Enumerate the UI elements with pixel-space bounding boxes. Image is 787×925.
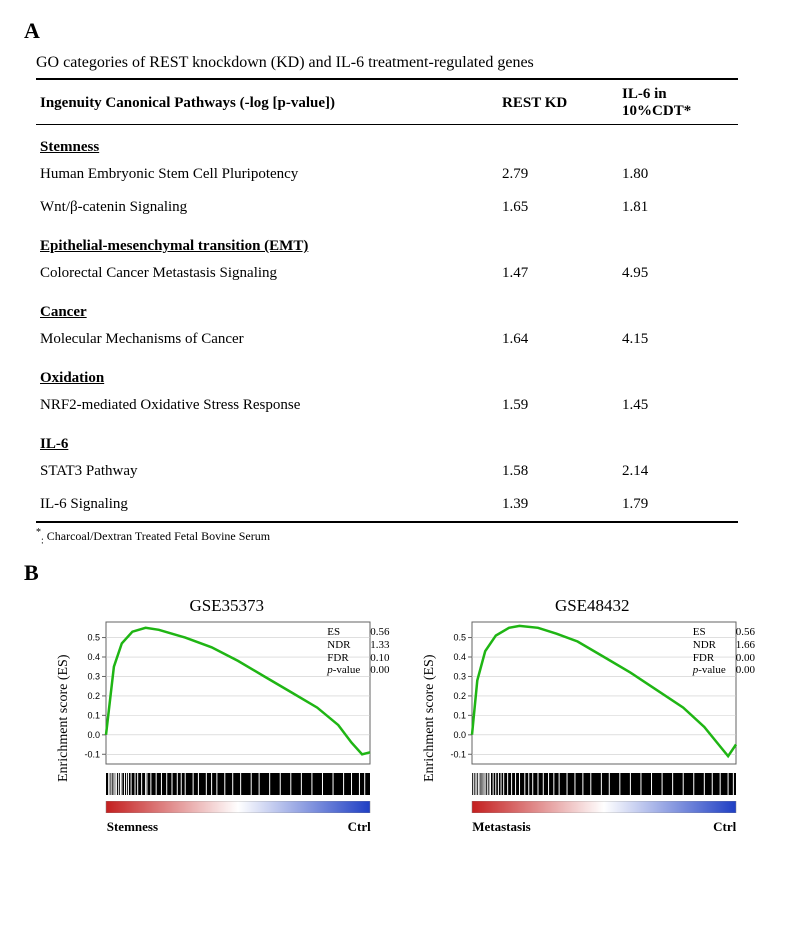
svg-text:-0.1: -0.1 [450, 750, 466, 760]
il6-value: 4.15 [618, 323, 738, 356]
col-header-restkd: REST KD [498, 79, 618, 125]
svg-text:0.0: 0.0 [87, 730, 100, 740]
il6-value: 1.45 [618, 389, 738, 422]
svg-text:0.3: 0.3 [453, 672, 466, 682]
gsea-chart: GSE48432 Enrichment score (ES) -0.1 0.0 0.1 0… [422, 596, 764, 835]
x-left-label: Stemness [107, 819, 158, 835]
x-right-label: Ctrl [713, 819, 736, 835]
rest-kd-value: 1.65 [498, 191, 618, 224]
plot-area: -0.1 0.0 0.1 0.2 0.3 0.4 0.5 ES0.56NDR1.33FDR0.… [76, 618, 398, 818]
panel-a-label: A [24, 18, 763, 44]
plot-area: -0.1 0.0 0.1 0.2 0.3 0.4 0.5 ES0.56NDR1.66FDR0.… [442, 618, 764, 818]
il6-value: 1.79 [618, 488, 738, 522]
chart-title: GSE35373 [189, 596, 264, 616]
svg-text:0.4: 0.4 [453, 652, 466, 662]
pathway-name: Wnt/β-catenin Signaling [36, 191, 498, 224]
pathway-name: Human Embryonic Stem Cell Pluripotency [36, 158, 498, 191]
category-header: Cancer [36, 290, 738, 323]
rest-kd-value: 1.58 [498, 455, 618, 488]
svg-text:0.1: 0.1 [87, 711, 100, 721]
pathway-name: NRF2-mediated Oxidative Stress Response [36, 389, 498, 422]
svg-text:0.4: 0.4 [87, 652, 100, 662]
stats-box: ES0.56NDR1.66FDR0.00p-value0.00 [693, 626, 755, 677]
stats-box: ES0.56NDR1.33FDR0.10p-value0.00 [327, 626, 389, 677]
heat-strip [442, 801, 742, 813]
footnote-text: Charcoal/Dextran Treated Fetal Bovine Se… [47, 529, 270, 543]
pathway-name: STAT3 Pathway [36, 455, 498, 488]
rest-kd-value: 1.47 [498, 257, 618, 290]
il6-value: 1.80 [618, 158, 738, 191]
rest-kd-value: 1.59 [498, 389, 618, 422]
svg-text:0.2: 0.2 [87, 691, 100, 701]
il6-value: 1.81 [618, 191, 738, 224]
y-axis-label: Enrichment score (ES) [56, 618, 72, 818]
heat-strip [76, 801, 376, 813]
y-axis-label: Enrichment score (ES) [422, 618, 438, 818]
pathway-name: Molecular Mechanisms of Cancer [36, 323, 498, 356]
chart-title: GSE48432 [555, 596, 630, 616]
il6-value: 4.95 [618, 257, 738, 290]
barcode-strip [76, 773, 376, 795]
col-header-pathways: Ingenuity Canonical Pathways (-log [p-va… [36, 79, 498, 125]
go-table: Ingenuity Canonical Pathways (-log [p-va… [36, 78, 738, 523]
svg-text:0.2: 0.2 [453, 691, 466, 701]
il6-value: 2.14 [618, 455, 738, 488]
table-footnote: *: Charcoal/Dextran Treated Fetal Bovine… [36, 527, 763, 546]
category-header: Oxidation [36, 356, 738, 389]
table-title: GO categories of REST knockdown (KD) and… [36, 54, 763, 72]
x-axis-labels: Metastasis Ctrl [442, 819, 742, 835]
svg-text:0.5: 0.5 [87, 633, 100, 643]
svg-text:0.0: 0.0 [453, 730, 466, 740]
x-right-label: Ctrl [348, 819, 371, 835]
gsea-chart: GSE35373 Enrichment score (ES) -0.1 0.0 0.1 0… [56, 596, 398, 835]
barcode-strip [442, 773, 742, 795]
panel-b: B GSE35373 Enrichment score (ES) -0.1 0.0 0.… [24, 560, 763, 835]
category-header: IL-6 [36, 422, 738, 455]
x-axis-labels: Stemness Ctrl [77, 819, 377, 835]
rest-kd-value: 1.39 [498, 488, 618, 522]
category-header: Epithelial-mesenchymal transition (EMT) [36, 224, 738, 257]
rest-kd-value: 1.64 [498, 323, 618, 356]
rest-kd-value: 2.79 [498, 158, 618, 191]
svg-text:0.5: 0.5 [453, 633, 466, 643]
panel-a: A GO categories of REST knockdown (KD) a… [24, 18, 763, 546]
col-header-il6: IL-6 in 10%CDT* [618, 79, 738, 125]
svg-text:-0.1: -0.1 [84, 750, 100, 760]
x-left-label: Metastasis [472, 819, 531, 835]
svg-text:0.3: 0.3 [87, 672, 100, 682]
panel-b-label: B [24, 560, 763, 586]
pathway-name: Colorectal Cancer Metastasis Signaling [36, 257, 498, 290]
svg-text:0.1: 0.1 [453, 711, 466, 721]
category-header: Stemness [36, 125, 738, 159]
pathway-name: IL-6 Signaling [36, 488, 498, 522]
